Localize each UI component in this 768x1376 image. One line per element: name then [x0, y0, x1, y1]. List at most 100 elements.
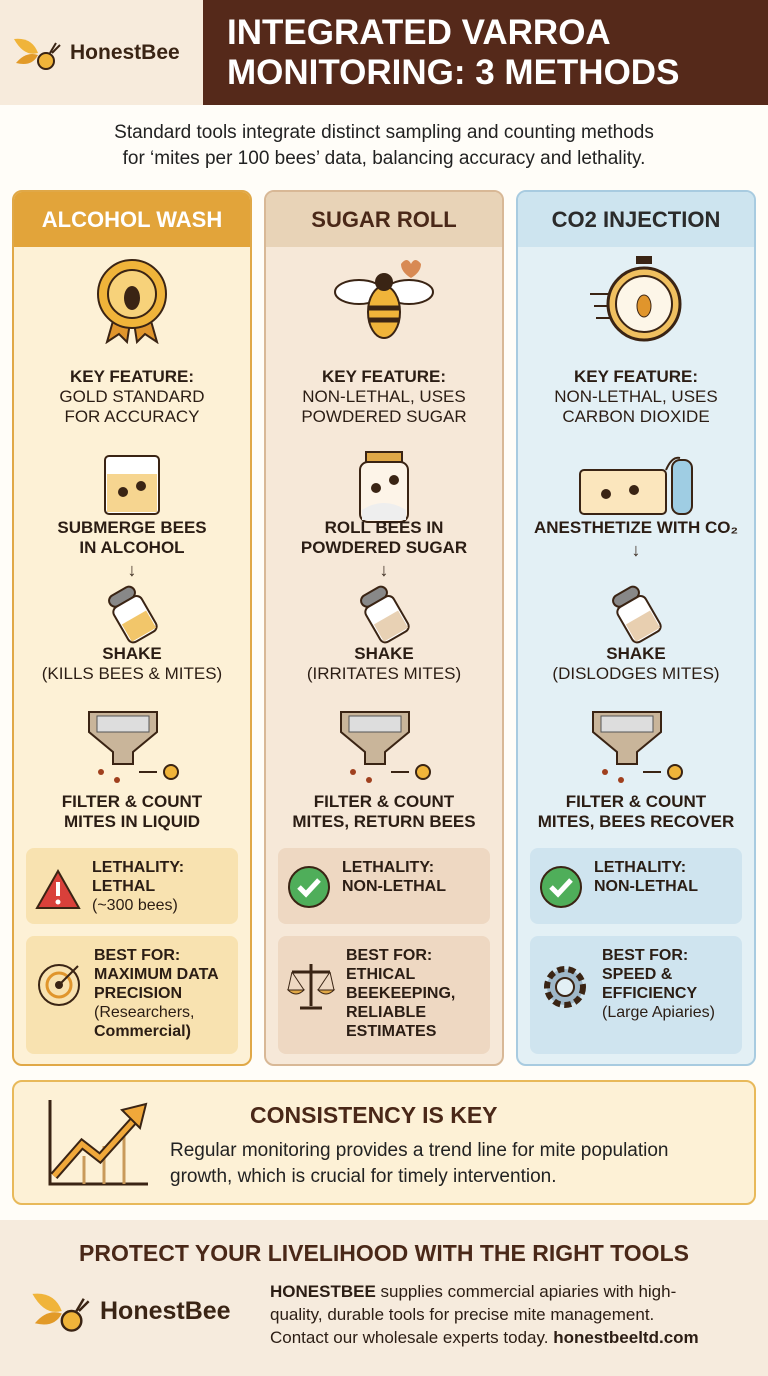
- best-for-text: ETHICAL: [346, 966, 416, 983]
- shaker-icon: [354, 584, 414, 649]
- step-2-text: SHAKE: [102, 644, 162, 663]
- key-feature-text: KEY FEATURE:: [69, 367, 195, 386]
- best-for-text: MAXIMUM DATA: [94, 966, 219, 983]
- step-3-text: MITES IN LIQUID: [64, 812, 200, 831]
- best-for-text: ESTIMATES: [346, 1023, 437, 1040]
- filter-icon: [329, 710, 439, 791]
- step-3-text: FILTER & COUNT: [61, 792, 203, 811]
- best-for-text: BEST FOR:: [94, 947, 181, 964]
- bee-logo-icon: [14, 38, 61, 70]
- method-column-0: ALCOHOL WASH KEY FEATURE: GOLD STANDARD FO…: [12, 190, 252, 1066]
- lethality-text: LETHALITY:: [594, 859, 687, 876]
- best-for-text: BEEKEEPING,: [346, 985, 456, 1002]
- step-1-text: ROLL BEES IN: [324, 518, 444, 537]
- lethality-text: NON-LETHAL: [342, 878, 446, 895]
- best-for-box: BEST FOR: SPEED & EFFICIENCY (Large Apiarie…: [530, 936, 742, 1054]
- step-3-text: MITES, RETURN BEES: [292, 812, 476, 831]
- lethality-box: LETHALITY: LETHAL (~300 bees): [26, 848, 238, 924]
- beaker-icon: [97, 450, 167, 521]
- arrow-down-icon: ↓: [631, 540, 641, 560]
- method-column-1: SUGAR ROLL KEY FEATURE: NON-LETHAL, USES P…: [264, 190, 504, 1066]
- brand-logo: HonestBee: [0, 0, 203, 105]
- best-for-text: EFFICIENCY: [602, 985, 698, 1002]
- best-for-text: PRECISION: [94, 985, 183, 1002]
- award-medal-icon: [87, 254, 177, 349]
- best-for-text: BEST FOR:: [346, 947, 433, 964]
- footer-title: PROTECT YOUR LIVELIHOOD WITH THE RIGHT T…: [79, 1240, 689, 1266]
- step-1-text: IN ALCOHOL: [79, 538, 185, 557]
- title-line-1: INTEGRATED VARROA: [227, 13, 611, 52]
- best-for-text: (Researchers,: [94, 1004, 195, 1021]
- best-for-box: BEST FOR: MAXIMUM DATA PRECISION (Researche…: [26, 936, 238, 1054]
- step-1-text: ANESTHETIZE WITH CO₂: [534, 518, 738, 537]
- page-title: INTEGRATED VARROA MONITORING: 3 METHODS: [203, 0, 768, 105]
- title-line-2: MONITORING: 3 METHODS: [227, 53, 680, 92]
- trend-chart-icon: [48, 1100, 148, 1186]
- brand-name: HonestBee: [70, 40, 180, 64]
- step-2-text: (DISLODGES MITES): [552, 664, 720, 683]
- step-3-text: MITES, BEES RECOVER: [537, 812, 735, 831]
- step-1-text: POWDERED SUGAR: [300, 538, 468, 557]
- bee-logo-icon: [32, 1293, 90, 1332]
- lethality-text: LETHAL: [92, 878, 156, 895]
- method-title: SUGAR ROLL: [266, 192, 502, 247]
- best-for-text: BEST FOR:: [602, 947, 689, 964]
- gear-icon: [538, 960, 592, 1019]
- jar-icon: [354, 450, 414, 529]
- footer-logo: HonestBee: [30, 1286, 231, 1336]
- footer-text-2: quality, durable tools for precise mite …: [270, 1305, 655, 1324]
- lethality-box: LETHALITY: NON-LETHAL: [530, 848, 742, 924]
- key-feature-text: FOR ACCURACY: [64, 407, 200, 426]
- lethality-text: LETHALITY:: [342, 859, 435, 876]
- subtitle-line-2: for ‘mites per 100 bees’ data, balancing…: [122, 148, 646, 169]
- target-icon: [34, 960, 84, 1015]
- consistency-text-2: growth, which is crucial for timely inte…: [170, 1166, 557, 1187]
- scale-icon: [286, 960, 336, 1019]
- best-for-text: (Large Apiaries): [602, 1004, 715, 1021]
- key-feature-text: KEY FEATURE:: [321, 367, 447, 386]
- step-2-text: (IRRITATES MITES): [306, 664, 462, 683]
- bee-icon: [329, 254, 439, 349]
- lethality-box: LETHALITY: NON-LETHAL: [278, 848, 490, 924]
- stopwatch-icon: [586, 254, 686, 349]
- method-title: ALCOHOL WASH: [14, 192, 250, 247]
- filter-icon: [77, 710, 187, 791]
- footer-text-1: supplies commercial apiaries with high-: [375, 1282, 677, 1301]
- best-for-text: Commercial): [94, 1023, 191, 1040]
- subtitle-line-1: Standard tools integrate distinct sampli…: [114, 122, 654, 143]
- lethality-text: LETHALITY:: [92, 859, 185, 876]
- warning-icon: [34, 868, 82, 917]
- consistency-text-1: Regular monitoring provides a trend line…: [170, 1140, 669, 1161]
- filter-icon: [581, 710, 691, 791]
- step-2-text: SHAKE: [354, 644, 414, 663]
- check-icon: [286, 864, 332, 915]
- footer-url-link[interactable]: honestbeeltd.com: [553, 1328, 699, 1347]
- step-2-text: SHAKE: [606, 644, 666, 663]
- subtitle: Standard tools integrate distinct sampli…: [0, 120, 768, 172]
- method-title: CO2 INJECTION: [518, 192, 754, 247]
- footer-brand-name: HonestBee: [100, 1296, 231, 1325]
- key-feature-text: KEY FEATURE:: [573, 367, 699, 386]
- consistency-title: CONSISTENCY IS KEY: [250, 1102, 498, 1128]
- step-2-text: (KILLS BEES & MITES): [41, 664, 223, 683]
- key-feature-text: GOLD STANDARD: [59, 387, 205, 406]
- shaker-icon: [102, 584, 162, 649]
- step-3-text: FILTER & COUNT: [565, 792, 707, 811]
- step-1-text: SUBMERGE BEES: [57, 518, 207, 537]
- arrow-down-icon: ↓: [379, 560, 389, 580]
- check-icon: [538, 864, 584, 915]
- lethality-text: NON-LETHAL: [594, 878, 698, 895]
- consistency-panel: CONSISTENCY IS KEY Regular monitoring pr…: [12, 1080, 756, 1205]
- key-feature-text: CARBON DIOXIDE: [562, 407, 710, 426]
- footer-brand-bold: HONESTBEE: [270, 1282, 376, 1301]
- best-for-text: SPEED &: [602, 966, 673, 983]
- best-for-box: BEST FOR: ETHICAL BEEKEEPING, RELIABLE ESTIM…: [278, 936, 490, 1054]
- arrow-down-icon: ↓: [127, 560, 137, 580]
- key-feature-text: POWDERED SUGAR: [301, 407, 467, 426]
- co2-container-icon: [576, 450, 696, 521]
- key-feature-text: NON-LETHAL, USES: [554, 387, 718, 406]
- lethality-text: (~300 bees): [92, 897, 178, 914]
- shaker-icon: [606, 584, 666, 649]
- method-column-2: CO2 INJECTION KEY FEATURE: NON-LETHAL, US…: [516, 190, 756, 1066]
- step-3-text: FILTER & COUNT: [313, 792, 455, 811]
